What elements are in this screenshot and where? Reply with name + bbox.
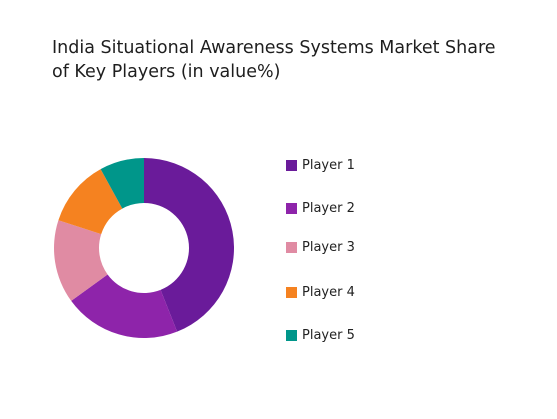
legend-item-player-2: Player 2	[286, 201, 355, 216]
donut-slice-player-4	[58, 169, 123, 235]
donut-slice-player-3	[54, 220, 108, 301]
legend-item-player-1: Player 1	[286, 158, 355, 173]
legend-item-player-5: Player 5	[286, 328, 355, 343]
legend-label-player-2: Player 2	[302, 201, 355, 216]
legend-label-player-5: Player 5	[302, 328, 355, 343]
chart-title: India Situational Awareness Systems Mark…	[52, 36, 522, 84]
legend-label-player-4: Player 4	[302, 285, 355, 300]
legend-item-player-3: Player 3	[286, 240, 355, 255]
legend-swatch-player-2	[286, 203, 297, 214]
legend-swatch-player-1	[286, 160, 297, 171]
legend-label-player-3: Player 3	[302, 240, 355, 255]
donut-slice-player-2	[71, 274, 178, 338]
donut-slice-player-5	[100, 158, 144, 209]
donut-chart	[54, 158, 235, 338]
chart-title-line-2: of Key Players (in value%)	[52, 62, 281, 82]
legend-swatch-player-3	[286, 242, 297, 253]
chart-title-line-1: India Situational Awareness Systems Mark…	[52, 38, 496, 58]
donut-slice-player-1	[144, 158, 235, 332]
legend-swatch-player-5	[286, 330, 297, 341]
legend-swatch-player-4	[286, 287, 297, 298]
legend-item-player-4: Player 4	[286, 285, 355, 300]
legend-label-player-1: Player 1	[302, 158, 355, 173]
